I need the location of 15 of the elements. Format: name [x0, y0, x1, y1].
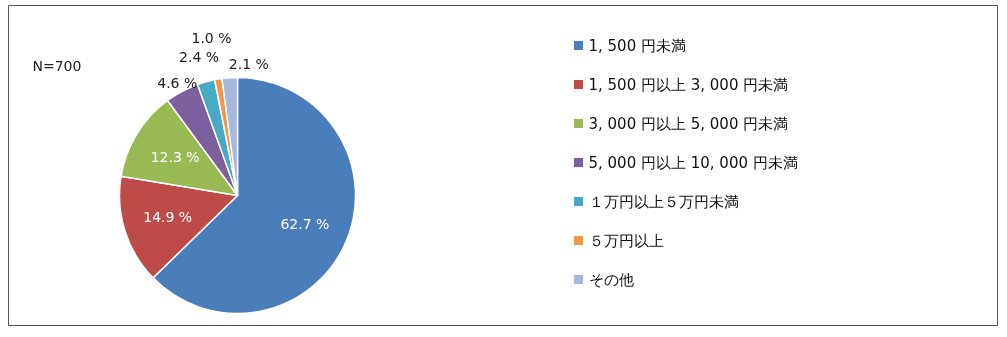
data-label: 4.6 %	[157, 74, 198, 91]
data-label: 2.4 %	[179, 48, 220, 65]
legend-label: 5, 000 円以上 10, 000 円未満	[588, 153, 798, 172]
data-label: 62.7 %	[280, 215, 330, 232]
legend-label: 3, 000 円以上 5, 000 円未満	[588, 114, 789, 133]
data-label: 14.9 %	[143, 209, 193, 226]
legend-label: １万円以上５万円未満	[588, 192, 739, 211]
text: N=700	[32, 57, 82, 74]
data-label: 2.1 %	[228, 55, 269, 72]
data-label: 1.0 %	[191, 29, 232, 46]
legend-label: ５万円以上	[588, 231, 664, 250]
data-label: 12.3 %	[150, 149, 200, 166]
legend-label: 1, 500 円以上 3, 000 円未満	[588, 75, 789, 94]
legend-label: 1, 500 円未満	[588, 36, 686, 55]
legend-label: その他	[588, 270, 634, 289]
